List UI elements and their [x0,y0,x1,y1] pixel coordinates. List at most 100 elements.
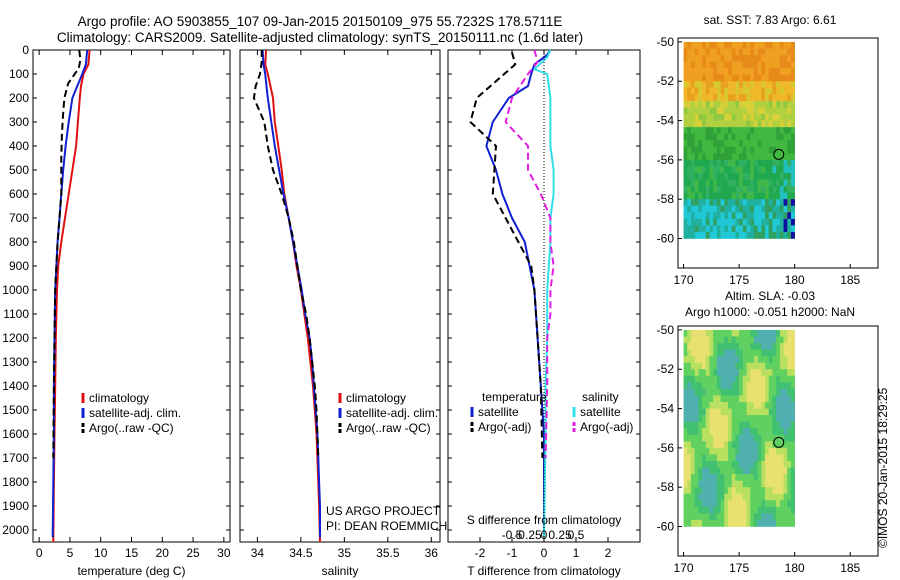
sst-map-cell [779,120,784,128]
sla-map-cell [768,329,773,337]
sla-map-cell [702,329,707,337]
sla-map-cell [713,487,718,495]
sst-map-cell [698,114,703,121]
sla-map-cell [720,382,725,390]
sst-map-cell [735,146,740,154]
sst-map-cell [683,205,688,213]
sla-map-cell [690,454,695,462]
sla-map-cell [690,513,695,521]
sla-map-cell [790,349,795,357]
sla-map-cell [683,415,688,422]
sst-map-cell [720,114,725,121]
sst-map-cell [757,55,762,62]
sst-map-cell [735,48,740,56]
sla-map-ytick-label: -50 [657,323,675,337]
sla-map-cell [720,369,725,377]
sst-map-cell [724,146,729,154]
sla-map-cell [776,343,781,350]
sst-map-cell [757,172,762,180]
sst-map-cell [690,179,695,187]
sst-map-cell [702,140,707,148]
sst-map-cell [768,94,773,102]
sst-map-cell [735,114,740,121]
difference-xtick-label: -2 [475,546,486,560]
difference-xtick-label: 0 [541,546,548,560]
sla-map-cell [768,441,773,449]
sla-map-cell [783,428,788,436]
sst-map-cell [709,199,714,207]
sst-map-cell [687,133,692,141]
sst-map-cell [709,186,714,193]
sst-map-xtick-label: 185 [840,273,860,287]
sst-map-cell [742,68,747,75]
sst-map-cell [768,231,773,239]
sla-map-cell [768,474,773,481]
sst-map-cell [779,81,784,89]
sst-map-cell [779,159,784,167]
sla-map-cell [690,415,695,422]
temperature-xtick-label: 5 [67,546,74,560]
sst-map-cell [776,146,781,154]
sla-map-cell [698,460,703,468]
sla-map-cell [765,388,770,396]
sla-map-cell [709,362,714,370]
sst-map-cell [694,107,699,115]
sst-map-cell [739,166,744,174]
sst-map-cell [720,153,725,161]
sst-map-cell [720,140,725,148]
sst-map-cell [728,205,732,213]
sla-map-cell [765,447,770,455]
sla-map-cell [731,480,736,488]
sst-map-cell [724,127,729,134]
sst-map-cell [702,231,707,239]
sst-map-cell [746,81,751,89]
sst-map-cell [731,48,736,56]
sst-map-cell [783,153,788,161]
sla-map-cell [772,343,777,350]
sst-map-cell [776,199,781,207]
sst-map-cell [787,114,792,121]
sla-map-cell [790,402,795,409]
sla-map-cell [690,421,695,429]
sla-map-cell [735,343,740,350]
sst-map-cell [750,186,755,193]
sla-map-cell [753,513,758,521]
sla-map-cell [787,343,792,350]
sla-map-cell [761,434,766,442]
sla-map-cell [776,500,781,508]
sla-map-cell [705,375,710,383]
sst-map-cell [779,94,784,102]
sst-map-cell [687,74,692,82]
sst-map-cell [765,231,770,239]
sla-map-cell [709,402,714,409]
sla-map-cell [735,447,740,455]
sst-map-cell [787,186,792,193]
sst-map-cell [776,179,781,187]
sla-map-cell [724,395,729,403]
sla-map-cell [776,434,781,442]
sst-map-cell [716,127,721,134]
sla-map-cell [683,428,688,436]
sla-map-cell [720,519,725,527]
sla-map-cell [772,336,777,344]
sst-map-cell [735,94,740,102]
sla-map-cell [761,513,766,521]
sla-map-cell [753,388,758,396]
sst-map-cell [757,120,762,128]
sst-map-cell [735,61,740,69]
sst-map-cell [716,192,721,200]
sst-map-cell [783,120,788,128]
sst-map-cell [746,205,751,213]
sla-map-cell [735,474,740,481]
sst-map-cell [702,120,707,128]
sst-map-cell [779,218,784,226]
sst-map-cell [724,153,729,161]
sla-map-cell [768,434,773,442]
sla-map-cell [694,395,699,403]
sla-map-cell [728,388,732,396]
sla-map-cell [720,474,725,481]
sla-map-cell [783,375,788,383]
sla-map-xtick-label: 170 [674,561,694,575]
sst-map-cell [761,61,766,69]
sla-map-cell [716,454,721,462]
